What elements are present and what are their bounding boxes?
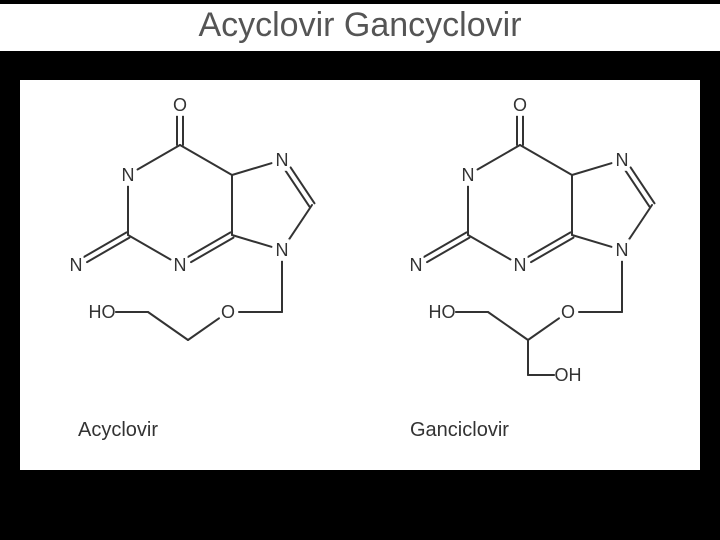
- svg-text:HO: HO: [89, 302, 116, 322]
- molecule-panel-ganciclovir: ONNNNNOHOOH Ganciclovir: [360, 80, 700, 470]
- svg-text:N: N: [514, 255, 527, 275]
- svg-text:N: N: [410, 255, 423, 275]
- svg-text:N: N: [70, 255, 83, 275]
- molecule-panel-acyclovir: ONNNNNOHO Acyclovir: [20, 80, 360, 470]
- svg-text:O: O: [221, 302, 235, 322]
- svg-text:OH: OH: [555, 365, 582, 385]
- molecule-svg-ganciclovir: O N N N N N O HO OH: [360, 80, 700, 410]
- svg-text:O: O: [513, 95, 527, 115]
- slide-title: Acyclovir Gancyclovir: [0, 4, 720, 51]
- molecule-svg-acyclovir: O N N N N N O HO: [20, 80, 360, 410]
- svg-text:N: N: [616, 240, 629, 260]
- svg-text:HO: HO: [429, 302, 456, 322]
- svg-text:N: N: [174, 255, 187, 275]
- slide: Acyclovir Gancyclovir ONNNNNOHO Acyclovi…: [0, 0, 720, 540]
- svg-text:N: N: [276, 240, 289, 260]
- svg-text:N: N: [616, 150, 629, 170]
- caption-acyclovir: Acyclovir: [20, 419, 418, 442]
- svg-text:O: O: [173, 95, 187, 115]
- chemistry-figure: ONNNNNOHO Acyclovir ONNNNNOHOOH Ganciclo…: [20, 80, 700, 470]
- svg-text:N: N: [276, 150, 289, 170]
- caption-ganciclovir: Ganciclovir: [360, 419, 720, 442]
- svg-text:N: N: [122, 165, 135, 185]
- svg-text:O: O: [561, 302, 575, 322]
- svg-text:N: N: [462, 165, 475, 185]
